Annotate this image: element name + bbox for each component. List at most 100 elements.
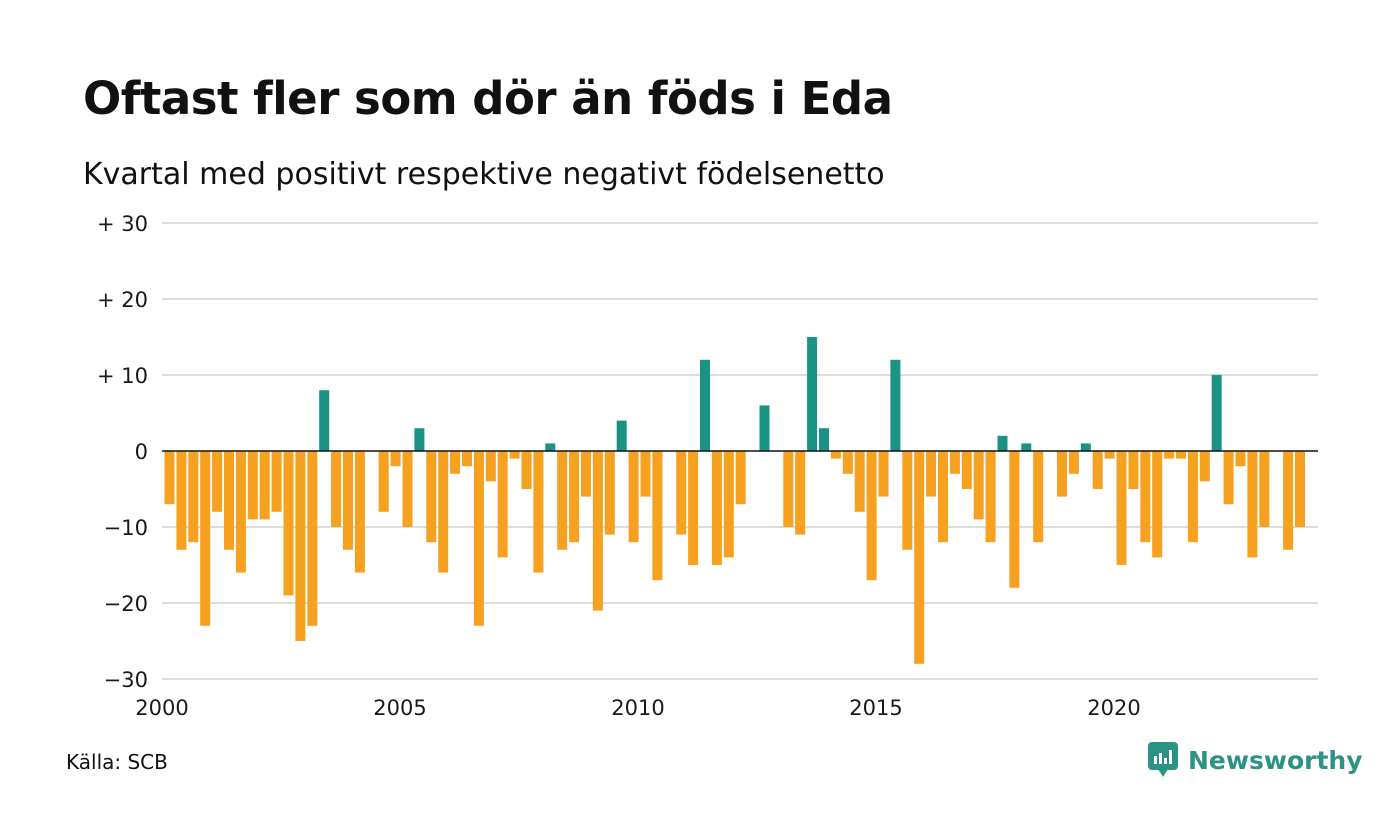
bar (533, 451, 544, 573)
bar (938, 451, 948, 543)
bar (307, 451, 318, 626)
y-tick-label: −20 (104, 592, 148, 616)
y-tick-label: 0 (135, 440, 148, 464)
bar (545, 443, 556, 451)
chart-subtitle: Kvartal med positivt respektive negativt… (83, 157, 885, 192)
bar (807, 337, 818, 451)
bar (176, 451, 187, 550)
bar (1283, 451, 1294, 550)
y-tick-label: + 10 (97, 364, 148, 388)
bar (1223, 451, 1234, 505)
bar (1187, 451, 1198, 543)
bar (902, 451, 913, 550)
bar (247, 451, 258, 520)
y-tick-label: −30 (104, 668, 148, 692)
bar (1152, 451, 1163, 558)
bar (604, 451, 615, 535)
bar (1259, 451, 1270, 527)
bar (354, 451, 365, 573)
bar (343, 451, 353, 550)
bar (473, 451, 484, 626)
bar (212, 451, 223, 512)
x-tick-label: 2005 (373, 696, 426, 720)
bar (331, 451, 342, 527)
bar (640, 451, 651, 497)
bar (1092, 451, 1103, 489)
bar (224, 451, 234, 550)
bar (700, 359, 710, 451)
bar (450, 451, 461, 474)
bar (485, 451, 496, 482)
bar (497, 451, 508, 558)
brand-name: Newsworthy (1188, 745, 1363, 775)
bar (961, 451, 972, 489)
bar (723, 451, 734, 558)
bar (1104, 451, 1115, 459)
bar (783, 451, 794, 527)
bar (438, 451, 449, 573)
bar (1164, 451, 1175, 459)
bar (914, 451, 925, 664)
brand-logo: Newsworthy (1148, 742, 1363, 778)
bars (164, 337, 1305, 664)
bar (592, 451, 603, 611)
bar (1211, 375, 1222, 451)
bar (676, 451, 687, 535)
chart-title: Oftast fler som dör än föds i Eda (83, 72, 893, 125)
bar (271, 451, 282, 512)
bar (735, 451, 746, 505)
bar (521, 451, 532, 489)
bar (628, 451, 639, 543)
x-tick-label: 2010 (611, 696, 664, 720)
bar (557, 451, 568, 550)
bar (652, 451, 663, 581)
bar (200, 451, 211, 626)
bar (509, 451, 520, 459)
bar (1116, 451, 1127, 565)
bar (830, 451, 841, 459)
bar (581, 451, 591, 497)
bar (973, 451, 984, 520)
bar (795, 451, 806, 535)
bar (1295, 451, 1305, 527)
bar (1033, 451, 1044, 543)
bar (985, 451, 996, 543)
bar (390, 451, 401, 467)
bar (235, 451, 246, 573)
x-tick-label: 2020 (1087, 696, 1140, 720)
bar (949, 451, 960, 474)
y-tick-label: + 30 (97, 212, 148, 236)
bar (926, 451, 937, 497)
bar (759, 405, 770, 451)
bar (1140, 451, 1151, 543)
newsworthy-logo-icon (1148, 742, 1178, 777)
bar (711, 451, 722, 565)
bar (688, 451, 699, 565)
bar (259, 451, 270, 520)
bar (1235, 451, 1246, 467)
bar (997, 435, 1008, 451)
bar (1009, 451, 1020, 588)
bar (842, 451, 853, 474)
bar (462, 451, 472, 467)
bar (414, 428, 425, 451)
bar (164, 451, 175, 505)
x-tick-label: 2015 (849, 696, 902, 720)
y-tick-label: −10 (104, 516, 148, 540)
bar (402, 451, 413, 527)
bar (1021, 443, 1032, 451)
bar (1057, 451, 1067, 497)
bar (1128, 451, 1139, 489)
bar (878, 451, 889, 497)
bar (1199, 451, 1210, 482)
bar (866, 451, 877, 581)
bar (1080, 443, 1091, 451)
bar (1068, 451, 1079, 474)
bar (819, 428, 829, 451)
bar (1176, 451, 1186, 459)
bar (319, 390, 330, 451)
bar (283, 451, 294, 596)
bar (854, 451, 865, 512)
axes: + 30 + 20 + 10 0 −10 −20 −30 2000 2005 2010 2015 20… (97, 212, 1318, 720)
